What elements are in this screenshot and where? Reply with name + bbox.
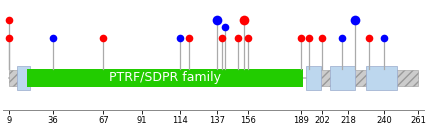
Bar (317, 70, 418, 86)
Text: PTRF/SDPR family: PTRF/SDPR family (109, 71, 221, 84)
Bar (17, 66, 31, 90)
Bar (366, 66, 397, 90)
Bar (306, 66, 321, 90)
Bar (27, 69, 303, 87)
Bar (330, 66, 355, 90)
Bar (9, 70, 27, 86)
